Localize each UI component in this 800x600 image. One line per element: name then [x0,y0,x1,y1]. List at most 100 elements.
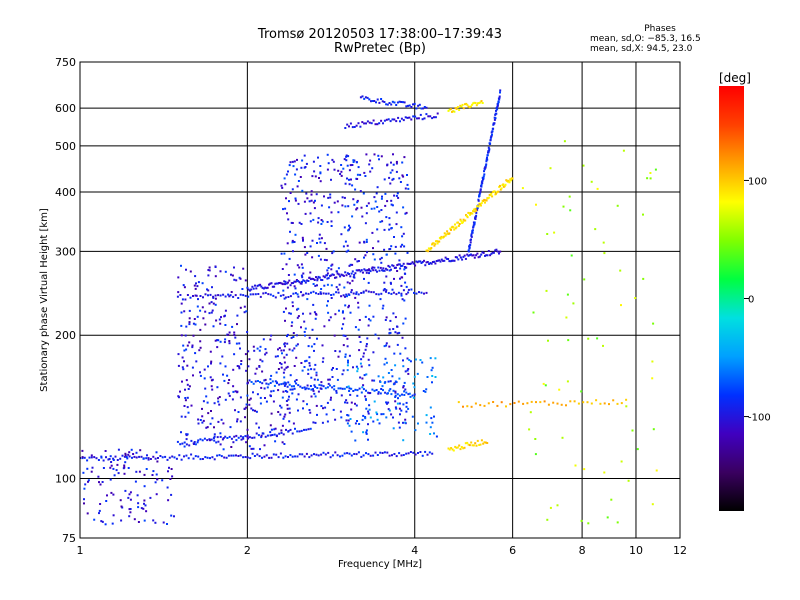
echo-point [129,511,132,514]
echo-point [190,404,193,407]
echo-point [372,253,375,256]
echo-point [377,154,380,157]
echo-point [260,386,263,389]
echo-point [264,378,267,381]
echo-point [492,127,495,130]
y-tick-label: 100 [55,473,76,486]
echo-point [201,282,204,285]
echo-point [313,279,316,281]
echo-point [343,196,346,199]
echo-point [332,273,335,276]
echo-point [392,163,395,166]
echo-point [201,439,204,442]
echo-point [313,311,316,314]
echo-point [154,457,157,460]
echo-point [197,439,200,442]
echo-point [271,285,274,288]
echo-point [382,376,385,379]
echo-point [303,330,306,333]
echo-point [269,394,272,397]
echo-point [479,188,482,191]
echo-point [470,233,473,236]
echo-point [409,395,412,398]
echo-point [259,345,262,348]
echo-point [368,163,371,166]
echo-point [595,399,598,402]
echo-point [411,261,414,264]
echo-point [307,372,310,375]
echo-point [246,428,249,431]
echo-point [248,289,251,292]
echo-point [300,326,302,329]
echo-point [232,441,235,444]
echo-point [285,282,288,285]
echo-point [413,291,415,294]
echo-point [185,443,188,446]
echo-point [350,454,353,457]
echo-point [234,294,237,297]
echo-point [98,481,100,484]
echo-point [502,183,505,186]
echo-point [487,151,490,154]
echo-point [406,262,409,265]
echo-point [371,266,374,269]
echo-point [485,160,488,163]
echo-point [289,454,292,457]
echo-point [495,107,498,109]
echo-point [222,422,225,425]
echo-point [450,447,453,449]
echo-point [340,174,343,177]
echo-point [230,291,233,293]
echo-point [282,382,285,385]
echo-point [188,317,191,320]
echo-point [185,268,187,271]
echo-point [289,230,291,233]
echo-point [386,200,389,203]
echo-point [252,391,254,394]
echo-point [344,304,347,307]
echo-point [355,208,358,211]
echo-point [192,374,194,377]
echo-point [398,331,401,334]
echo-point [312,303,315,306]
echo-point [387,401,390,404]
echo-point [346,452,349,455]
phases-legend: Phases mean, sd,O: −85.3, 16.5 mean, sd,… [590,24,730,54]
echo-point [317,275,320,278]
echo-point [355,453,358,456]
echo-point [284,413,287,416]
echo-point [392,389,395,392]
echo-point [468,106,471,109]
echo-point [208,302,211,305]
echo-point [363,268,366,271]
echo-point [319,258,322,261]
echo-point [596,337,599,340]
echo-point [404,266,407,269]
echo-point [143,519,146,522]
echo-point [403,394,406,396]
echo-point [236,391,239,394]
echo-point [365,452,367,455]
echo-point [357,293,360,296]
echo-point [363,97,366,100]
echo-point [320,278,323,281]
echo-point [278,432,281,435]
echo-point [217,397,220,400]
echo-point [312,421,315,424]
echo-point [233,266,235,269]
echo-point [481,102,484,104]
echo-point [369,416,372,419]
echo-point [112,514,115,517]
echo-point [334,451,337,454]
echo-point [457,258,460,261]
echo-point [354,388,357,391]
echo-point [483,168,486,171]
echo-point [312,388,314,391]
echo-point [135,451,138,454]
echo-point [394,396,397,398]
echo-point [346,364,349,367]
echo-point [385,344,388,347]
echo-point [197,455,200,458]
echo-point [415,292,418,295]
echo-point [258,455,261,458]
